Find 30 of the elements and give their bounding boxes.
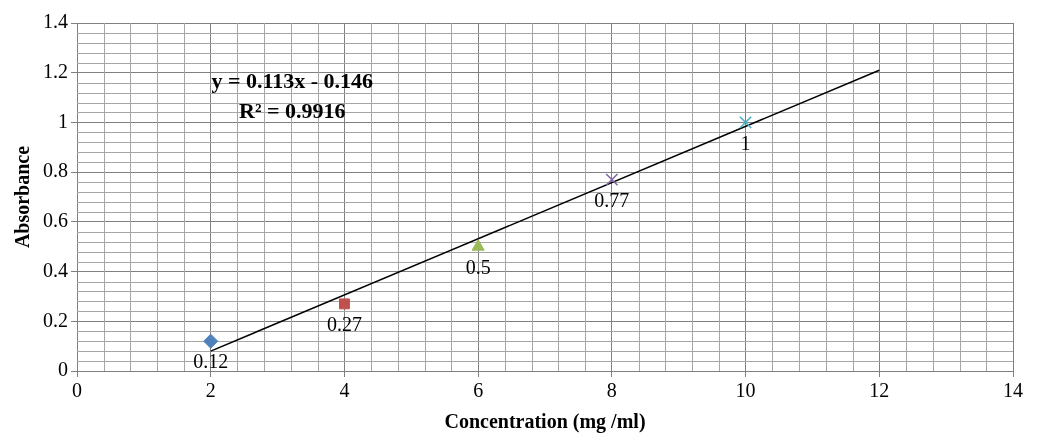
y-tick-label: 0.8 bbox=[43, 159, 68, 182]
y-tick-label: 0.4 bbox=[43, 258, 68, 281]
y-tick-label: 0.2 bbox=[43, 308, 68, 331]
y-tick-label: 0.6 bbox=[43, 209, 68, 232]
x-tick-label: 2 bbox=[205, 379, 216, 402]
x-tick-label: 10 bbox=[735, 379, 756, 402]
point bbox=[605, 173, 619, 187]
point bbox=[471, 239, 485, 251]
x-tick-label: 4 bbox=[339, 379, 350, 402]
data-label: 1 bbox=[740, 131, 751, 154]
data-label: 0.12 bbox=[193, 350, 229, 373]
point bbox=[203, 333, 219, 349]
data-label: 0.5 bbox=[465, 255, 491, 278]
y-tick-label: 1 bbox=[58, 109, 68, 132]
x-tick-label: 0 bbox=[72, 379, 82, 402]
y-tick-label: 0 bbox=[58, 358, 68, 381]
x-tick-label: 14 bbox=[1003, 379, 1023, 402]
annotation: R² = 0.9916 bbox=[239, 97, 346, 123]
data-label: 0.27 bbox=[326, 313, 362, 336]
y-axis-title: Absorbance bbox=[11, 145, 34, 249]
x-tick-label: 8 bbox=[606, 379, 617, 402]
point bbox=[338, 298, 350, 310]
annotation: y = 0.113x - 0.146 bbox=[211, 67, 374, 93]
x-axis-title: Concentration (mg /ml) bbox=[444, 410, 646, 434]
x-tick-label: 12 bbox=[869, 379, 890, 402]
y-tick-label: 1.4 bbox=[43, 10, 68, 33]
data-label: 0.77 bbox=[594, 188, 630, 211]
x-tick-label: 6 bbox=[473, 379, 484, 402]
y-tick-label: 1.2 bbox=[43, 59, 68, 82]
point bbox=[739, 116, 752, 129]
